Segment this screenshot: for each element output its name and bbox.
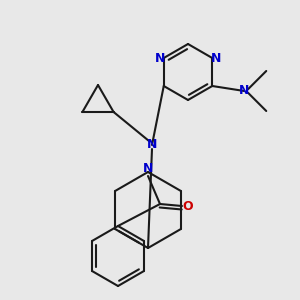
Text: O: O [183, 200, 193, 212]
Text: N: N [147, 139, 157, 152]
Text: N: N [154, 52, 165, 64]
Text: N: N [143, 163, 153, 176]
Text: N: N [211, 52, 221, 64]
Text: N: N [239, 85, 249, 98]
